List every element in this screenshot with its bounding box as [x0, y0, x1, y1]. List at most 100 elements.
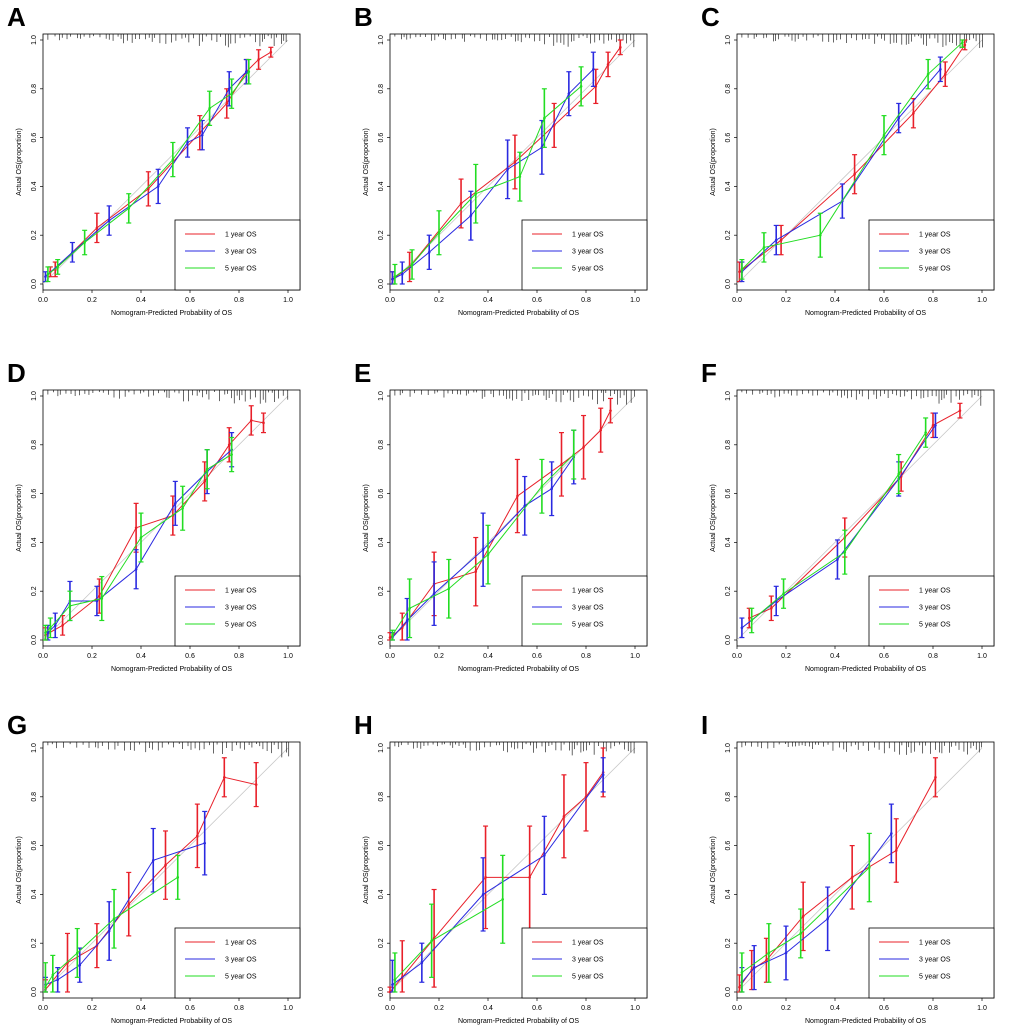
panel-f-ytick-label: 0.8	[725, 440, 732, 450]
panel-h-data-point	[528, 876, 531, 879]
panel-d-legend: 1 year OS 3 year OS 5 year OS	[174, 575, 301, 647]
panel-g-letter: G	[7, 710, 27, 740]
panel-h-data-point	[501, 897, 505, 901]
panel-c-data-point	[943, 72, 947, 76]
panel-f-ytick-label: 0.0	[725, 635, 732, 645]
panel-g-xtick-label: 0.0	[38, 1005, 48, 1012]
panel-a-data-point	[95, 226, 99, 230]
panel-a-data-point	[83, 241, 86, 244]
panel-d-data-point	[134, 526, 138, 530]
panel-c-data-point	[853, 172, 856, 176]
panel-d-ytick-label: 0.8	[31, 440, 38, 450]
panel-h-data-point	[601, 773, 605, 777]
panel-a-legend-label: 1 year OS	[225, 232, 257, 239]
panel-d-legend-label: 3 year OS	[225, 605, 257, 612]
panel-f-ylabel: Actual OS(proportion)	[710, 484, 717, 552]
panel-h-ytick-label: 0.0	[378, 987, 385, 997]
panel-c-data-point	[963, 43, 967, 47]
panel-c-data-point	[779, 238, 783, 242]
panel-i-data-point	[740, 971, 744, 974]
panel-c-xtick-label: 0.4	[830, 297, 840, 304]
panel-g-series-line	[45, 876, 179, 988]
panel-d-legend-label: 1 year OS	[225, 588, 257, 595]
panel-f-data-point	[934, 423, 937, 427]
panel-e-data-point	[516, 494, 519, 498]
panel-i-data-point	[934, 775, 937, 779]
panel-d-data-point	[227, 443, 231, 447]
panel-g-ytick-label: 0.6	[31, 841, 38, 851]
panel-a-data-point	[208, 107, 211, 110]
panel-e-xtick-label: 0.0	[385, 653, 395, 660]
panel-h: H 0.0 0.2 0.4 0.6 0.8 1.0 0.0 0.2 0.4 0.6 0.8 1.0 Nom…	[354, 710, 648, 1025]
panel-c-data-point	[897, 116, 900, 120]
panel-f-data-point	[836, 558, 839, 561]
panel-c-ylabel: Actual OS(proportion)	[710, 128, 717, 196]
panel-f-series-3	[749, 417, 929, 634]
panel-a-data-point	[230, 92, 233, 95]
panel-h-series-2	[389, 757, 606, 993]
panel-a-xtick-label: 0.2	[87, 297, 97, 304]
panel-g-series-line	[45, 842, 205, 986]
panel-d-data-point	[230, 453, 233, 456]
panel-h-xtick-label: 0.4	[483, 1005, 493, 1012]
panel-h-xtick-label: 0.2	[434, 1005, 444, 1012]
panel-i-data-point	[765, 958, 768, 962]
panel-g-data-point	[56, 978, 59, 982]
panel-a-data-point	[127, 207, 131, 210]
panel-d-data-point	[249, 419, 253, 422]
panel-b-data-point	[567, 92, 571, 95]
panel-e: E 0.0 0.2 0.4 0.6 0.8 1.0 0.0 0.2 0.4 0.6 0.8 1.0 Nom…	[354, 358, 648, 673]
panel-d-data-point	[68, 604, 72, 608]
panel-e-legend-label: 1 year OS	[572, 588, 604, 595]
panel-g-xtick-label: 0.4	[136, 1005, 146, 1012]
panel-f-data-point	[770, 606, 773, 610]
panel-i-xlabel: Nomogram-Predicted Probability of OS	[805, 1018, 926, 1025]
panel-h-letter: H	[354, 710, 373, 740]
panel-h-xtick-label: 0.8	[581, 1005, 591, 1012]
panel-d-series-3	[42, 436, 235, 641]
panel-f-legend-label: 3 year OS	[919, 605, 951, 612]
panel-e-legend-box	[521, 575, 648, 647]
panel-i-legend-label: 3 year OS	[919, 957, 951, 964]
panel-d-xtick-label: 0.2	[87, 653, 97, 660]
panel-h-data-point	[430, 939, 433, 943]
panel-b-series-2	[389, 51, 596, 285]
panel-a-data-point	[225, 102, 229, 105]
panel-f-xtick-label: 0.6	[879, 653, 889, 660]
panel-h-legend: 1 year OS 3 year OS 5 year OS	[521, 927, 648, 999]
panel-d-letter: D	[7, 358, 26, 388]
panel-c-data-point	[961, 41, 964, 44]
panel-f-data-point	[747, 616, 751, 620]
panel-d-ytick-label: 0.2	[31, 586, 38, 596]
panel-i-ytick-label: 0.4	[725, 889, 732, 899]
panel-i-xtick-label: 0.4	[830, 1005, 840, 1012]
panel-a-ytick-label: 0.0	[31, 279, 38, 289]
panel-b-data-point	[592, 67, 595, 71]
panel-a-data-point	[198, 131, 202, 135]
panel-a-data-point	[46, 272, 50, 276]
panel-e-letter: E	[354, 358, 371, 388]
panel-i-legend-box	[868, 927, 995, 999]
panel-c-legend: 1 year OS 3 year OS 5 year OS	[868, 219, 995, 291]
panel-i-ytick-label: 0.0	[725, 987, 732, 997]
panel-b-series-3	[392, 66, 584, 285]
panel-e-xtick-label: 0.6	[532, 653, 542, 660]
panel-i-data-point	[868, 866, 871, 869]
panel-i-ytick-label: 1.0	[725, 743, 732, 753]
panel-a-data-point	[257, 58, 260, 61]
panel-g-xtick-label: 1.0	[283, 1005, 293, 1012]
panel-b-legend-label: 5 year OS	[572, 266, 604, 273]
panel-d-xlabel: Nomogram-Predicted Probability of OS	[111, 666, 232, 673]
panel-d-xtick-label: 0.6	[185, 653, 195, 660]
panel-d-data-point	[100, 597, 104, 600]
panel-f-letter: F	[701, 358, 717, 388]
panel-i-data-point	[784, 951, 788, 955]
panel-h-ytick-label: 0.8	[378, 792, 385, 802]
panel-f-xlabel: Nomogram-Predicted Probability of OS	[805, 666, 926, 673]
panel-a-data-point	[269, 50, 273, 54]
panel-i-xtick-label: 0.0	[732, 1005, 742, 1012]
panel-h-ylabel: Actual OS(proportion)	[363, 836, 370, 904]
panel-i-series-line	[741, 867, 870, 973]
panel-h-ideal-line	[389, 747, 636, 993]
panel-f-legend-box	[868, 575, 995, 647]
